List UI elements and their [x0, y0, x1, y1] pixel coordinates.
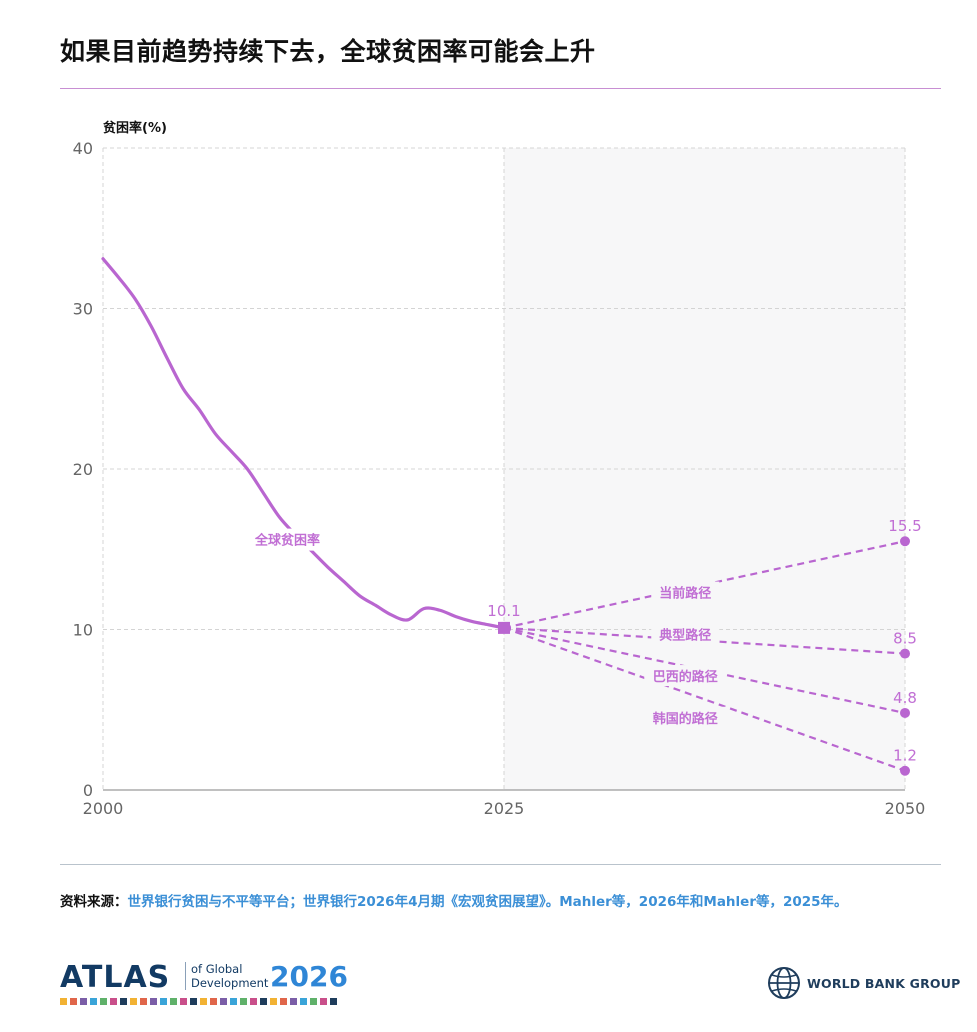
atlas-color-square	[330, 998, 337, 1005]
y-axis-label: 贫困率(%)	[103, 120, 167, 136]
world-bank-group-logo: WORLD BANK GROUP	[767, 966, 960, 1000]
atlas-color-square	[160, 998, 167, 1005]
scenario-label: 当前路径	[659, 586, 711, 602]
title-divider	[60, 88, 941, 89]
scenario-label-bg	[644, 706, 727, 728]
point-2025-label: 10.1	[487, 602, 520, 620]
atlas-color-square	[240, 998, 247, 1005]
x-tick-label: 2000	[83, 799, 124, 818]
atlas-color-square	[220, 998, 227, 1005]
atlas-color-square	[270, 998, 277, 1005]
atlas-logo: ATLAS of Global Development 2026	[60, 960, 360, 1008]
chart-title: 如果目前趋势持续下去，全球贫困率可能会上升	[60, 37, 596, 66]
source-divider	[60, 864, 941, 865]
atlas-color-square	[130, 998, 137, 1005]
scenario-label: 韩国的路径	[653, 711, 718, 727]
source-note: 资料来源：世界银行贫困与不平等平台；世界银行2026年4月期《宏观贫困展望》。M…	[60, 890, 848, 910]
atlas-color-square	[200, 998, 207, 1005]
atlas-color-square	[180, 998, 187, 1005]
grid-lines	[102, 147, 906, 790]
historical-series-label: 全球贫困率	[254, 533, 320, 549]
y-tick-label: 10	[73, 621, 93, 640]
atlas-color-square	[70, 998, 77, 1005]
y-tick-label: 0	[83, 781, 93, 800]
atlas-color-square	[110, 998, 117, 1005]
atlas-color-square	[300, 998, 307, 1005]
scenario-label: 典型路径	[659, 627, 711, 643]
atlas-color-square	[260, 998, 267, 1005]
scenario-label-bg	[644, 665, 727, 687]
scenario-end-point	[900, 765, 910, 776]
scenario-end-point	[900, 707, 910, 718]
atlas-logo-year: 2026	[270, 960, 348, 993]
historical-line	[101, 257, 506, 630]
atlas-color-square	[320, 998, 327, 1005]
atlas-logo-color-bar	[60, 998, 337, 1005]
historical-label-bg	[235, 528, 340, 551]
scenario-end-point	[900, 648, 910, 659]
point-2025-marker	[498, 621, 510, 634]
atlas-logo-subtitle: of Global Development	[185, 962, 268, 990]
atlas-color-square	[250, 998, 257, 1005]
scenario-label-bg	[651, 581, 720, 603]
scenario-end-value: 4.8	[893, 689, 917, 707]
atlas-color-square	[310, 998, 317, 1005]
atlas-color-square	[170, 998, 177, 1005]
atlas-color-square	[140, 998, 147, 1005]
x-tick-label: 2050	[885, 799, 926, 818]
atlas-color-square	[60, 998, 67, 1005]
globe-icon	[768, 967, 800, 999]
poverty-rate-chart: 0 10 20 30 40 2000 2025 2050 贫困率(%) 全球贫困率 15.5 8…	[73, 120, 926, 818]
atlas-color-square	[190, 998, 197, 1005]
atlas-color-square	[90, 998, 97, 1005]
scenario-label-bg	[651, 623, 720, 645]
source-text: 世界银行贫困与不平等平台；世界银行2026年4月期《宏观贫困展望》。Mahler…	[127, 894, 848, 910]
scenario-label: 巴西的路径	[653, 669, 718, 685]
atlas-color-square	[210, 998, 217, 1005]
x-axis-ticks: 2000 2025 2050	[83, 799, 926, 818]
y-tick-label: 20	[73, 460, 93, 479]
scenario-end-value: 15.5	[888, 517, 921, 535]
scenario-end-value: 1.2	[893, 747, 917, 765]
atlas-logo-subtitle-line1: of Global	[191, 962, 243, 976]
y-tick-label: 40	[73, 139, 93, 158]
scenario-end-value: 8.5	[893, 630, 917, 648]
atlas-color-square	[230, 998, 237, 1005]
scenario-line	[503, 626, 906, 655]
world-bank-group-text: WORLD BANK GROUP	[807, 975, 961, 991]
projection-shaded-area	[504, 148, 905, 790]
atlas-logo-word: ATLAS	[60, 960, 171, 995]
y-tick-label: 30	[73, 300, 93, 319]
atlas-color-square	[100, 998, 107, 1005]
atlas-color-square	[150, 998, 157, 1005]
scenario-end-point	[900, 536, 910, 547]
atlas-color-square	[290, 998, 297, 1005]
atlas-logo-subtitle-line2: Development	[191, 976, 269, 990]
atlas-color-square	[120, 998, 127, 1005]
atlas-color-square	[80, 998, 87, 1005]
atlas-color-square	[280, 998, 287, 1005]
x-tick-label: 2025	[484, 799, 525, 818]
source-label: 资料来源：	[60, 894, 128, 910]
y-axis-ticks: 0 10 20 30 40	[73, 139, 93, 800]
